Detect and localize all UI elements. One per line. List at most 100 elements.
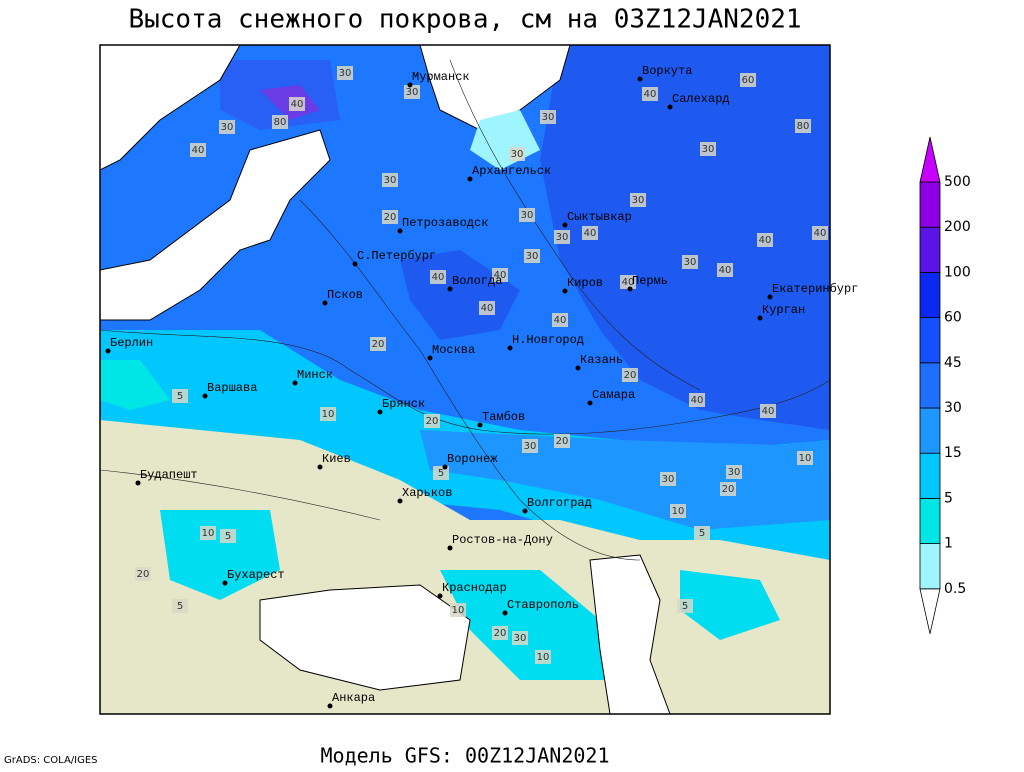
- contour-label: 30: [684, 257, 697, 268]
- city-label: Петрозаводск: [402, 216, 488, 230]
- contour-label-box: [795, 119, 811, 133]
- city-label: Киев: [322, 452, 351, 466]
- city-dot: [507, 345, 513, 351]
- colorbar-segment: [919, 407, 941, 454]
- city-dot: [477, 422, 483, 428]
- colorbar-segment: [919, 226, 941, 273]
- colorbar-segment: [919, 181, 941, 228]
- contour-label: 40: [432, 272, 445, 283]
- colorbar-label: 60: [944, 310, 962, 326]
- contour-label: 40: [759, 235, 772, 246]
- contour-label-box: [677, 599, 693, 613]
- city-dot: [202, 393, 208, 399]
- contour-label: 40: [622, 277, 635, 288]
- contour-label-box: [492, 268, 508, 282]
- city-dot: [397, 498, 403, 504]
- contour-label-box: [337, 66, 353, 80]
- contour-label-box: [172, 389, 188, 403]
- subtitle: Модель GFS: 00Z12JAN2021: [321, 744, 610, 768]
- city-label: Архангельск: [472, 164, 551, 178]
- contour-label: 30: [702, 144, 715, 155]
- city-label: Ростов-на-Дону: [452, 533, 553, 547]
- city-label: С.Петербург: [357, 249, 436, 263]
- contour-label: 40: [691, 395, 704, 406]
- contour-label: 80: [274, 117, 287, 128]
- city-dot: [587, 400, 593, 406]
- city-label: Самара: [592, 388, 635, 402]
- contour-label: 5: [225, 531, 231, 542]
- colorbar-label: 5: [944, 490, 953, 506]
- city-label: Вологда: [452, 274, 502, 288]
- contour-label-box: [552, 313, 568, 327]
- contour-label-box: [272, 115, 288, 129]
- city-label: Курган: [762, 303, 805, 317]
- contour-label: 40: [494, 270, 507, 281]
- colorbar-segment: [919, 452, 941, 499]
- city-label: Псков: [327, 288, 363, 302]
- shallow-snow: [100, 360, 170, 410]
- colorbar-label: 1: [944, 536, 953, 552]
- contour-label-box: [512, 631, 528, 645]
- contour-label-box: [554, 434, 570, 448]
- title: Высота снежного покрова, см на 03Z12JAN2…: [128, 5, 801, 35]
- contour-label-box: [642, 87, 658, 101]
- colorbar-label: 200: [944, 219, 971, 235]
- contour-label: 40: [481, 303, 494, 314]
- contour-label: 20: [494, 628, 507, 639]
- city-label: Минск: [297, 368, 333, 382]
- city-dot: [105, 348, 111, 354]
- city-dot: [522, 508, 528, 514]
- contour-label: 30: [542, 112, 555, 123]
- city-label: Анкара: [332, 691, 375, 705]
- contour-label: 30: [339, 68, 352, 79]
- contour-label-box: [524, 249, 540, 263]
- contour-label-box: [694, 526, 710, 540]
- city-label: Сыктывкар: [567, 210, 632, 224]
- contour-label-box: [757, 233, 773, 247]
- contour-label-box: [726, 465, 742, 479]
- contour-label: 20: [624, 370, 637, 381]
- city-dot: [575, 365, 581, 371]
- colorbar-segment: [919, 497, 941, 544]
- contour-label-box: [450, 603, 466, 617]
- borders: [99, 59, 831, 561]
- contour-label: 10: [322, 409, 335, 420]
- contour-label-box: [320, 407, 336, 421]
- contour-label: 40: [762, 406, 775, 417]
- contour-label: 40: [554, 315, 567, 326]
- city-dot: [447, 286, 453, 292]
- city-dot: [322, 300, 328, 306]
- contour-label: 30: [526, 251, 539, 262]
- contour-label: 30: [221, 122, 234, 133]
- moderate-snow: [420, 430, 830, 530]
- colorbar-segment: [919, 271, 941, 318]
- contour-label: 80: [797, 121, 810, 132]
- contour-label-box: [289, 97, 305, 111]
- colorbar-label: 30: [944, 400, 962, 416]
- city-dot: [467, 176, 473, 182]
- contour-label-box: [479, 301, 495, 315]
- contour-label: 5: [177, 391, 183, 402]
- city-dot: [637, 76, 643, 82]
- contour-label-box: [135, 567, 151, 581]
- sea: [99, 129, 331, 321]
- map: 30 30 40 80 30 40 30 30 30 40 60 80 30 20 30 30 40 30 40 40…: [99, 44, 858, 715]
- contour-label-box: [700, 142, 716, 156]
- contour-label: 20: [137, 569, 150, 580]
- city-label: Воронеж: [447, 452, 498, 466]
- contour-label: 30: [632, 195, 645, 206]
- contour-label-box: [404, 85, 420, 99]
- city-dot: [377, 409, 383, 415]
- city-label: Москва: [432, 343, 475, 357]
- sea: [589, 554, 671, 715]
- contour-label: 10: [537, 652, 550, 663]
- contour-label-box: [760, 404, 776, 418]
- contour-label-box: [430, 270, 446, 284]
- contour-label-box: [670, 504, 686, 518]
- city-dot: [327, 703, 333, 709]
- shallow-snow: [680, 570, 780, 640]
- map-frame: [99, 44, 831, 715]
- contour-label-box: [382, 173, 398, 187]
